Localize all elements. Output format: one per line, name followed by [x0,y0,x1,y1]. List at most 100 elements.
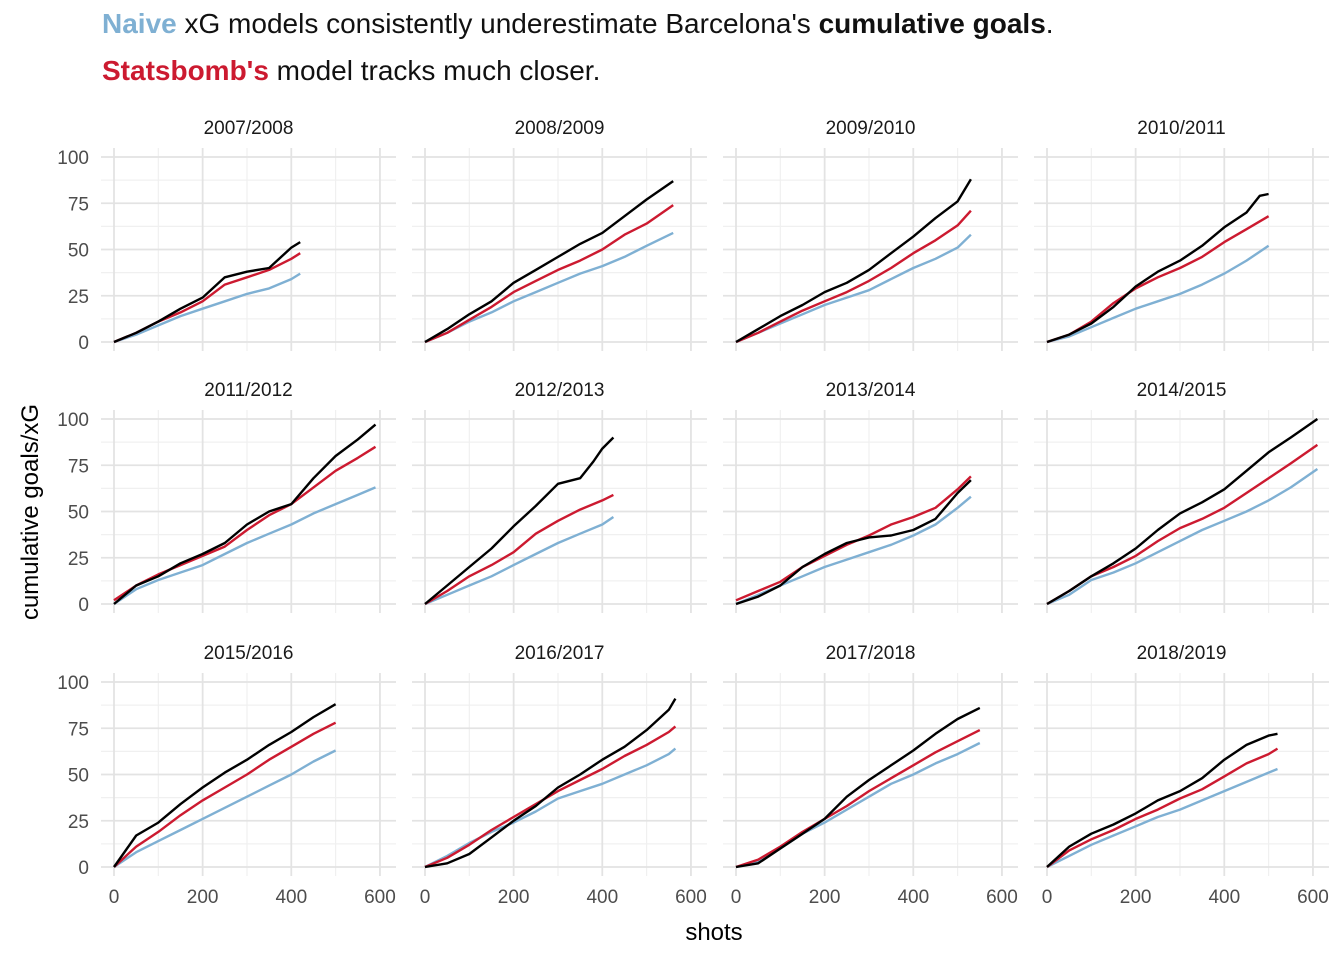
facet-label: 2013/2014 [826,380,916,401]
x-tick-label: 0 [731,887,742,908]
series-line-goals [1046,732,1278,868]
title-text-2: model tracks much closer. [268,55,601,86]
series-line-goals [424,436,615,605]
series-line-goals [113,703,337,868]
title-text-1: xG models consistently underestimate Bar… [176,8,819,39]
panel-2015-2016: 2015/2016 0 25 50 75 100 0 200 400 600 [57,643,396,908]
y-tick-label: 100 [57,410,89,431]
series-line-statsbomb [424,204,674,344]
y-tick-label: 50 [68,241,89,262]
panel-2013-2014: 2013/2014 [723,380,1018,613]
series-line-goals [735,479,972,606]
series-line-naive [424,516,615,606]
y-tick-label: 50 [68,766,89,787]
series-line-naive [735,495,972,606]
y-tick-label: 25 [68,549,89,570]
facet-label: 2010/2011 [1137,118,1225,139]
x-tick-label: 600 [364,887,396,908]
panel-2016-2017: 2016/2017 0 200 400 600 [412,643,707,908]
y-tick-label: 0 [78,333,89,354]
x-tick-label: 400 [897,887,929,908]
series-line-statsbomb [1046,215,1270,344]
series-line-naive [735,233,972,344]
y-tick-label: 50 [68,503,89,524]
series-line-naive [735,741,981,869]
x-tick-label: 600 [986,887,1018,908]
panel-2007-2008: 2007/2008 0 25 50 75 100 [57,118,396,354]
y-tick-label: 100 [57,673,89,694]
y-tick-label: 0 [78,595,89,616]
panel-2012-2013: 2012/2013 [412,380,707,613]
series-line-goals [1046,418,1319,606]
panel-2008-2009: 2008/2009 [412,118,707,351]
naive-highlight: Naive [102,8,177,39]
facet-label: 2007/2008 [204,118,294,139]
facet-label: 2015/2016 [204,643,294,664]
y-tick-label: 0 [78,858,89,879]
panel-2017-2018: 2017/2018 0 200 400 600 [723,643,1018,908]
series-line-statsbomb [113,721,337,868]
facet-label: 2011/2012 [204,380,292,401]
series-line-naive [113,272,301,344]
y-tick-label: 75 [68,194,89,215]
chart-title-line-1: Naive xG models consistently underestima… [102,8,1054,40]
statsbomb-highlight: Statsbomb's [102,55,269,86]
y-tick-label: 25 [68,287,89,308]
x-tick-label: 0 [420,887,431,908]
series-line-goals [424,180,674,344]
facet-label: 2016/2017 [515,643,605,664]
x-tick-label: 0 [1042,887,1053,908]
series-line-naive [424,747,677,869]
series-line-statsbomb [1046,747,1279,868]
series-line-statsbomb [735,475,972,602]
series-line-goals [113,423,377,605]
series-line-statsbomb [113,445,377,602]
y-axis-label: cumulative goals/xG [17,404,44,620]
series-line-statsbomb [735,729,981,869]
series-line-statsbomb [735,209,972,344]
x-tick-label: 600 [1297,887,1329,908]
y-tick-label: 75 [68,719,89,740]
facet-label: 2009/2010 [826,118,916,139]
panel-2011-2012: 2011/2012 0 25 50 75 100 [57,380,396,616]
series-line-goals [735,706,981,869]
panel-2014-2015: 2014/2015 [1034,380,1329,613]
chart-title-line-2: Statsbomb's model tracks much closer. [102,55,600,87]
facet-label: 2017/2018 [826,643,916,664]
x-axis-label: shots [685,919,742,946]
panel-2010-2011: 2010/2011 [1034,118,1329,351]
series-line-statsbomb [424,493,614,606]
series-line-naive [113,486,376,605]
series-line-naive [1046,767,1278,869]
x-tick-label: 400 [586,887,618,908]
series-line-statsbomb [424,725,677,869]
x-tick-label: 200 [187,887,219,908]
facet-label: 2012/2013 [515,380,605,401]
x-tick-label: 200 [1120,887,1152,908]
series-line-naive [1046,244,1270,344]
x-tick-label: 0 [109,887,120,908]
panel-2009-2010: 2009/2010 [723,118,1018,351]
series-line-naive [113,749,337,868]
panel-2018-2019: 2018/2019 0 200 400 600 [1034,643,1329,908]
y-tick-label: 75 [68,456,89,477]
title-end-1: . [1045,8,1054,39]
x-tick-label: 200 [809,887,841,908]
x-tick-label: 400 [1208,887,1240,908]
series-line-goals [424,697,677,869]
x-tick-label: 400 [275,887,307,908]
x-tick-label: 600 [675,887,707,908]
series-line-goals [735,178,972,344]
x-tick-label: 200 [498,887,530,908]
series-line-goals [113,241,301,344]
facet-label: 2008/2009 [515,118,605,139]
cumulative-goals-bold: cumulative goals [818,8,1046,39]
series-line-goals [1046,192,1269,344]
series-line-naive [424,231,674,344]
y-tick-label: 25 [68,812,89,833]
series-line-naive [1046,468,1319,606]
y-tick-label: 100 [57,148,89,169]
facet-label: 2014/2015 [1137,380,1227,401]
facet-label: 2018/2019 [1137,643,1227,664]
